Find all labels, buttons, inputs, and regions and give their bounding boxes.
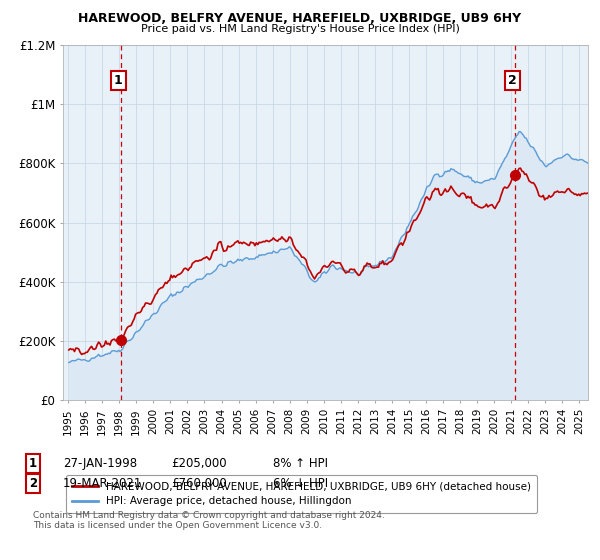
Text: HAREWOOD, BELFRY AVENUE, HAREFIELD, UXBRIDGE, UB9 6HY: HAREWOOD, BELFRY AVENUE, HAREFIELD, UXBR…	[79, 12, 521, 25]
Text: 8% ↑ HPI: 8% ↑ HPI	[273, 457, 328, 470]
Text: 2: 2	[29, 477, 37, 490]
Text: 1: 1	[113, 74, 122, 87]
Text: Price paid vs. HM Land Registry's House Price Index (HPI): Price paid vs. HM Land Registry's House …	[140, 24, 460, 34]
Text: 2: 2	[508, 74, 517, 87]
Text: 27-JAN-1998: 27-JAN-1998	[63, 457, 137, 470]
Text: £205,000: £205,000	[171, 457, 227, 470]
Text: 19-MAR-2021: 19-MAR-2021	[63, 477, 142, 490]
Text: £760,000: £760,000	[171, 477, 227, 490]
Text: 1: 1	[29, 457, 37, 470]
Text: Contains HM Land Registry data © Crown copyright and database right 2024.
This d: Contains HM Land Registry data © Crown c…	[33, 511, 385, 530]
Legend: HAREWOOD, BELFRY AVENUE, HAREFIELD, UXBRIDGE, UB9 6HY (detached house), HPI: Ave: HAREWOOD, BELFRY AVENUE, HAREFIELD, UXBR…	[65, 475, 538, 512]
Text: 6% ↓ HPI: 6% ↓ HPI	[273, 477, 328, 490]
